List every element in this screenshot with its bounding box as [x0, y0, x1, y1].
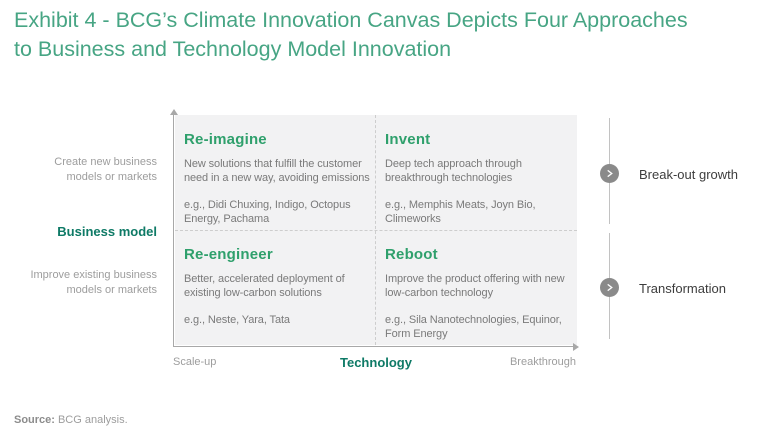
quadrant-description: Improve the product offering with new lo… — [385, 273, 565, 299]
y-axis-line — [173, 114, 174, 347]
chevron-right-icon — [607, 283, 613, 292]
y-axis-high-label: Create new business models or markets — [54, 156, 157, 183]
x-axis-title: Technology — [340, 355, 412, 370]
quadrant-description: Better, accelerated deployment of existi… — [184, 273, 345, 299]
source-note: Source: BCG analysis. — [14, 414, 128, 426]
x-axis-high-label: Breakthrough — [509, 356, 576, 368]
x-axis-arrow-icon — [573, 343, 579, 351]
x-axis-line — [173, 346, 575, 347]
quadrant-examples: e.g., Didi Chuxing, Indigo, Octopus Ener… — [184, 199, 351, 225]
quadrant-heading: Reboot — [385, 246, 438, 263]
transformation-label: Transformation — [639, 281, 726, 296]
x-axis-low-label: Scale-up — [173, 356, 217, 368]
quadrant-re-engineer: Re-engineer Better, accelerated deployme… — [175, 230, 375, 345]
matrix-divider-horizontal — [175, 230, 577, 231]
transformation-marker — [600, 278, 619, 297]
exhibit-title-line2: to Business and Technology Model Innovat… — [14, 37, 452, 61]
source-text: BCG analysis. — [57, 414, 128, 426]
quadrant-heading: Re-imagine — [184, 131, 267, 148]
quadrant-heading: Invent — [385, 131, 431, 148]
source-prefix: Source: — [14, 414, 55, 426]
break-out-growth-label: Break-out growth — [639, 167, 738, 182]
quadrant-invent: Invent Deep tech approach through breakt… — [376, 115, 577, 230]
quadrant-examples: e.g., Memphis Meats, Joyn Bio, Climework… — [385, 199, 536, 225]
y-axis-arrow-icon — [170, 109, 178, 115]
quadrant-description: Deep tech approach through breakthrough … — [385, 158, 522, 184]
quadrant-examples: e.g., Neste, Yara, Tata — [184, 314, 290, 326]
y-axis-title: Business model — [57, 224, 157, 239]
quadrant-re-imagine: Re-imagine New solutions that fulfill th… — [175, 115, 375, 230]
matrix-panel: Re-imagine New solutions that fulfill th… — [175, 115, 577, 345]
quadrant-examples: e.g., Sila Nanotechnologies, Equinor, Fo… — [385, 314, 562, 340]
chevron-right-icon — [607, 169, 613, 178]
exhibit-title: Exhibit 4 - BCG’s Climate Innovation Can… — [14, 6, 754, 64]
quadrant-heading: Re-engineer — [184, 246, 273, 263]
exhibit-title-line1: Exhibit 4 - BCG’s Climate Innovation Can… — [14, 8, 688, 32]
quadrant-description: New solutions that fulfill the customer … — [184, 158, 370, 184]
break-out-growth-marker — [600, 164, 619, 183]
y-axis-low-label: Improve existing business models or mark… — [30, 269, 157, 296]
quadrant-reboot: Reboot Improve the product offering with… — [376, 230, 577, 345]
